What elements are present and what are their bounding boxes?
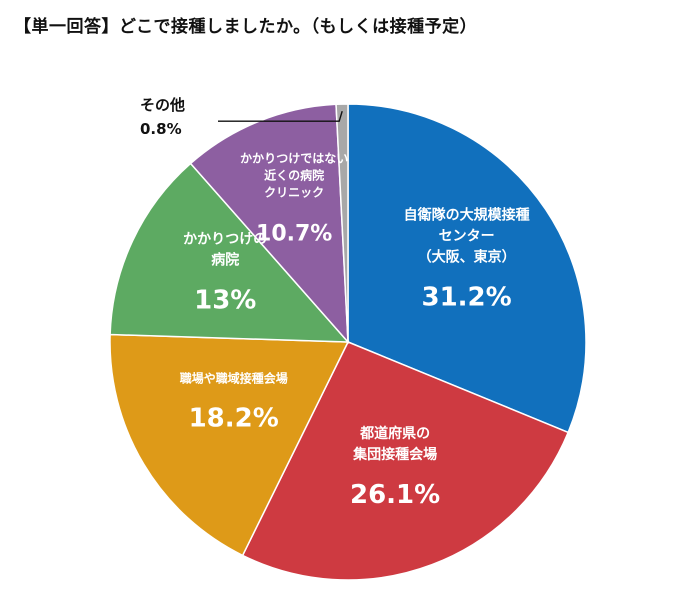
slice-label-4-line-1: 近くの病院 bbox=[264, 168, 324, 183]
leader-line-5 bbox=[218, 111, 343, 122]
pie-slice-0 bbox=[347, 103, 587, 434]
slice-label-4-line-0: かかりつけではない bbox=[240, 152, 348, 166]
chart-title: 【単一回答】どこで接種しましたか。（もしくは接種予定） bbox=[14, 17, 478, 37]
slice-value-4: 10.7% bbox=[256, 222, 332, 247]
pie-slice-1 bbox=[241, 341, 570, 581]
pie-slice-5 bbox=[335, 103, 349, 343]
slice-value-5: 0.8% bbox=[140, 120, 182, 138]
slice-value-2: 18.2% bbox=[189, 404, 279, 434]
slice-label-1-line-0: 都道府県の bbox=[359, 425, 430, 442]
slice-label-0-line-1: センター bbox=[439, 228, 495, 244]
slice-label-3-line-1: 病院 bbox=[211, 252, 239, 269]
slice-value-1: 26.1% bbox=[350, 480, 440, 510]
pie-slice-2 bbox=[109, 333, 350, 557]
slice-label-3-line-0: かかりつけの bbox=[183, 232, 267, 248]
slice-label-0-line-0: 自衛隊の大規模接種 bbox=[404, 206, 530, 223]
leader-lines bbox=[218, 111, 343, 122]
slice-value-3: 13% bbox=[194, 286, 256, 316]
slice-value-0: 31.2% bbox=[422, 282, 512, 312]
slice-label-4-line-2: クリニック bbox=[264, 186, 324, 200]
slice-label-1-line-1: 集団接種会場 bbox=[352, 446, 437, 463]
slice-label-2-line-0: 職場や職域接種会場 bbox=[180, 371, 288, 386]
slice-label-5-line-0: その他 bbox=[140, 96, 185, 114]
slice-label-0-line-2: （大阪、東京） bbox=[418, 248, 516, 265]
pie-slices bbox=[109, 103, 587, 581]
pie-slice-3 bbox=[109, 162, 350, 343]
